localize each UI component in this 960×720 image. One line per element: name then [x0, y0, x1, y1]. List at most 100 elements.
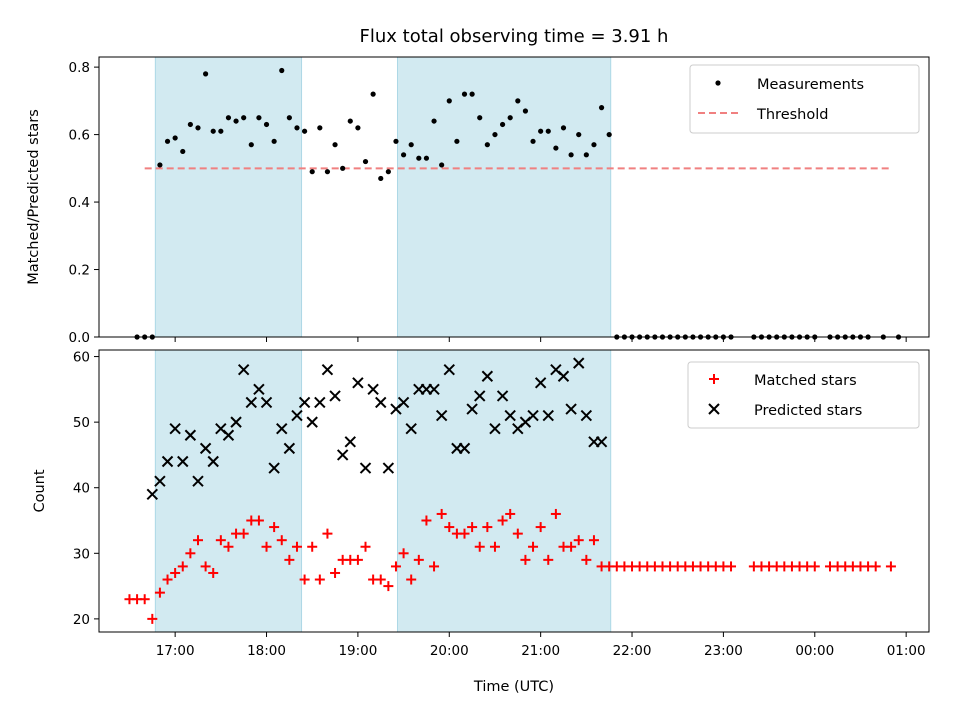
- predicted-star-point: [466, 403, 478, 415]
- predicted-star-point: [222, 429, 235, 441]
- matched-star-point: [177, 561, 188, 572]
- matched-star-point: [489, 541, 500, 552]
- measurement-point: [340, 165, 346, 171]
- top-x-ticks: [174, 337, 907, 342]
- matched-star-point: [459, 528, 470, 539]
- matched-star-point: [543, 554, 554, 565]
- top-y-tick-label: 0.0: [69, 330, 90, 346]
- predicted-star-point: [245, 396, 258, 409]
- measurement-point: [286, 115, 292, 121]
- measurement-point: [499, 121, 506, 128]
- matched-star-point: [352, 554, 363, 565]
- matched-star-point: [170, 567, 181, 578]
- measurement-point: [210, 128, 216, 134]
- matched-star-point: [383, 581, 394, 592]
- measurement-point: [225, 115, 232, 121]
- matched-star-point: [284, 554, 295, 565]
- measurement-point: [522, 108, 529, 114]
- measurement-point: [454, 138, 460, 144]
- matched-star-point: [505, 508, 516, 519]
- bottom-y-tick-label: 40: [73, 481, 90, 497]
- predicted-star-point: [557, 370, 570, 382]
- predicted-star-point: [458, 442, 471, 455]
- predicted-star-point: [580, 409, 593, 422]
- matched-star-point: [528, 541, 539, 552]
- measurement-point: [362, 158, 369, 165]
- predicted-star-point: [428, 383, 440, 396]
- matched-star-point: [147, 613, 158, 624]
- measurement-point: [172, 135, 178, 141]
- predicted-star-point: [496, 390, 509, 402]
- shaded-intervals-bottom: [154, 349, 612, 633]
- measurement-point: [263, 121, 270, 128]
- matched-star-point: [482, 522, 493, 533]
- measurement-point: [332, 142, 338, 148]
- measurement-point: [408, 142, 414, 148]
- top-y-ticks: 0.0 0.2 0.4 0.6 0.8: [69, 60, 99, 346]
- matched-star-point: [276, 535, 287, 546]
- legend-predicted-label: Predicted stars: [754, 403, 862, 419]
- measurement-point: [591, 142, 597, 148]
- legend-measurements-marker: [715, 80, 721, 86]
- top-legend-box: [689, 64, 920, 134]
- measurement-point: [461, 91, 468, 97]
- predicted-star-point: [154, 475, 166, 487]
- predicted-star-point: [192, 475, 204, 487]
- top-y-tick-label: 0.4: [69, 195, 90, 211]
- matched-star-point: [238, 528, 249, 539]
- x-tick-label: 00:00: [795, 643, 834, 659]
- predicted-star-point: [237, 363, 250, 376]
- predicted-star-point: [199, 442, 212, 455]
- measurement-point: [515, 98, 521, 104]
- matched-star-point: [406, 574, 417, 585]
- measurement-point: [576, 131, 582, 138]
- matched-star-point: [588, 535, 599, 546]
- top-y-axis-label: Matched/Predicted stars: [26, 109, 42, 285]
- predicted-star-point: [397, 396, 410, 409]
- matched-star-point: [200, 561, 211, 572]
- matched-star-point: [360, 541, 371, 552]
- predicted-star-point: [291, 409, 303, 422]
- matched-star-point: [162, 574, 173, 585]
- measurement-point: [317, 125, 323, 131]
- predicted-star-point: [527, 409, 539, 422]
- shaded-interval-1: [154, 56, 303, 338]
- predicted-star-point: [573, 357, 585, 369]
- matched-star-point: [573, 535, 584, 546]
- predicted-star-point: [184, 429, 197, 441]
- predicted-star-point: [489, 422, 501, 435]
- measurement-point: [347, 118, 353, 124]
- top-y-tick-label: 0.6: [69, 128, 90, 144]
- matched-star-point: [520, 554, 531, 565]
- predicted-star-point: [443, 363, 455, 376]
- x-tick-label: 22:00: [613, 643, 652, 659]
- matched-star-point: [223, 541, 234, 552]
- legend-x-glyph: [708, 403, 720, 415]
- measurement-point: [218, 128, 224, 134]
- predicted-star-point: [565, 403, 577, 415]
- bottom-y-tick-label: 50: [73, 415, 90, 431]
- measurement-point: [180, 148, 186, 155]
- matched-star-point: [307, 541, 318, 552]
- matched-star-point: [291, 541, 302, 552]
- matched-star-point: [192, 535, 203, 546]
- bottom-y-tick-label: 60: [73, 350, 90, 366]
- bottom-y-ticks: 20 30 40 50 60: [73, 350, 99, 628]
- matched-star-point: [436, 508, 447, 519]
- predicted-star-point: [161, 455, 174, 468]
- matched-star-point: [550, 508, 561, 519]
- matched-star-point: [429, 561, 440, 572]
- x-tick-label: 18:00: [247, 643, 286, 659]
- matched-star-point: [253, 515, 264, 526]
- measurement-point: [393, 138, 399, 144]
- legend-predicted-marker: [708, 403, 720, 415]
- matched-star-point: [322, 528, 333, 539]
- matched-star-point: [398, 548, 409, 559]
- legend-measurements-label: Measurements: [757, 77, 864, 93]
- predicted-star-point: [504, 409, 516, 422]
- top-y-tick-label: 0.8: [69, 60, 90, 76]
- measurement-point: [560, 125, 567, 131]
- matched-star-point: [314, 574, 325, 585]
- matched-star-point: [497, 515, 508, 526]
